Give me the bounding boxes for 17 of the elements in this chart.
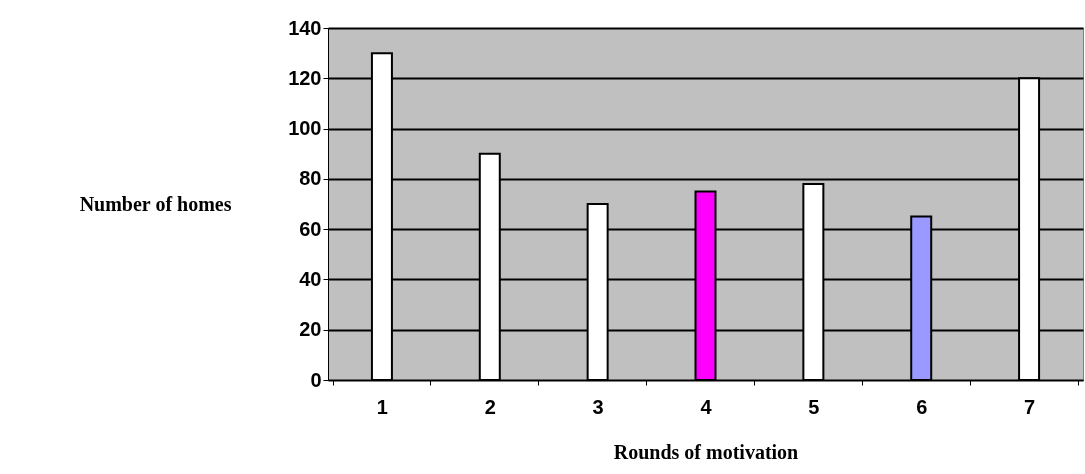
y-tick-label: 80 <box>299 167 322 190</box>
x-tick-label: 1 <box>376 395 388 418</box>
x-tick-label: 7 <box>1024 395 1036 418</box>
y-tick-label: 120 <box>288 66 322 89</box>
x-axis-title: Rounds of motivation <box>613 440 799 463</box>
y-tick-label: 40 <box>299 267 322 290</box>
x-tick-label: 4 <box>700 395 713 418</box>
y-tick-label: 60 <box>299 217 322 240</box>
y-axis-title: Number of homes <box>79 192 232 215</box>
y-tick-label: 100 <box>288 117 322 140</box>
y-tick-label: 20 <box>299 318 322 341</box>
x-tick-label: 6 <box>916 395 928 418</box>
x-tick-label: 2 <box>484 395 496 418</box>
y-tick-label: 140 <box>288 16 322 39</box>
x-tick-label: 5 <box>808 395 820 418</box>
x-tick-label: 3 <box>592 395 604 418</box>
y-tick-label: 0 <box>310 368 322 391</box>
